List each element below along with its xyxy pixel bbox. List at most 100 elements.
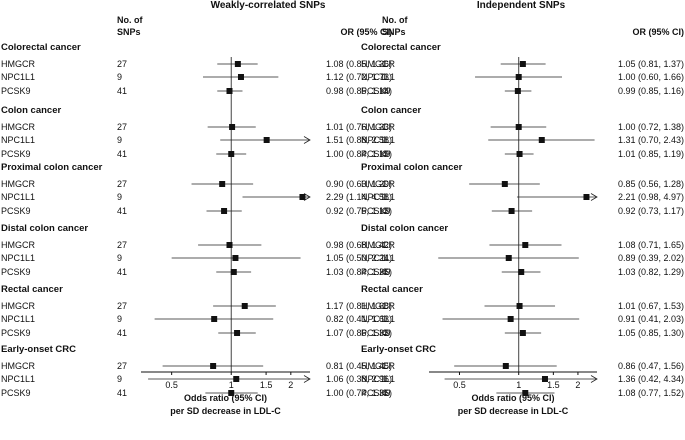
outcome-group-title: Colon cancer	[1, 105, 61, 116]
snp-count: 4	[382, 388, 387, 398]
point-estimate	[228, 390, 235, 396]
outcome-group-title: Distal colon cancer	[1, 223, 88, 234]
point-estimate	[219, 181, 226, 187]
gene-label: HMGCR	[361, 240, 395, 250]
or-ci-value: 0.98 (0.68, 1.42)	[326, 240, 392, 250]
snp-count: 1	[382, 301, 387, 311]
snp-count: 41	[117, 328, 127, 338]
gene-label: PCSK9	[1, 86, 31, 96]
gene-label: HMGCR	[361, 179, 395, 189]
point-estimate	[226, 242, 233, 248]
snp-count: 27	[117, 301, 127, 311]
snp-count: 9	[117, 135, 122, 145]
snp-count: 41	[117, 267, 127, 277]
gene-label: NPC1L1	[361, 253, 395, 263]
x-tick-label: 1.5	[547, 380, 560, 390]
gene-label: NPC1L1	[361, 374, 395, 384]
snp-count: 27	[117, 240, 127, 250]
outcome-group-title: Proximal colon cancer	[1, 162, 103, 173]
gene-label: NPC1L1	[361, 72, 395, 82]
point-estimate	[230, 269, 237, 275]
point-estimate	[237, 74, 244, 80]
ci-arrow-right	[303, 193, 311, 201]
x-tick-label: 0.5	[165, 380, 178, 390]
x-tick-label: 2	[575, 380, 580, 390]
gene-label: NPC1L1	[1, 72, 35, 82]
point-estimate	[210, 363, 217, 369]
point-estimate	[501, 181, 508, 187]
x-tick-label: 1	[229, 380, 234, 390]
or-ci-value: 1.08 (0.77, 1.52)	[618, 388, 684, 398]
or-ci-value: 1.08 (0.85, 1.36)	[326, 59, 392, 69]
panel-title: Weakly-correlated SNPs	[211, 0, 326, 11]
snp-count: 4	[382, 328, 387, 338]
gene-label: PCSK9	[1, 149, 31, 159]
gene-label: NPC1L1	[1, 253, 35, 263]
panel-title: Independent SNPs	[477, 0, 566, 11]
or-ci-value: 0.98 (0.85, 1.14)	[326, 86, 392, 96]
gene-label: PCSK9	[1, 267, 31, 277]
x-axis-label: Odds ratio (95% CI)	[471, 393, 554, 403]
ci-arrow-right	[590, 193, 598, 201]
gene-label: NPC1L1	[361, 192, 395, 202]
outcome-group-title: Rectal cancer	[1, 284, 63, 295]
snp-count: 27	[117, 59, 127, 69]
point-estimate	[508, 208, 515, 214]
point-estimate	[519, 330, 526, 336]
snp-count-header: No. of	[117, 15, 143, 25]
snp-count: 4	[382, 149, 387, 159]
gene-label: HMGCR	[1, 301, 35, 311]
point-estimate	[211, 316, 218, 322]
point-estimate	[514, 88, 521, 94]
snp-count: 1	[382, 374, 387, 384]
or-ci-header: OR (95% CI)	[632, 27, 684, 37]
or-ci-value: 1.01 (0.67, 1.53)	[618, 301, 684, 311]
snp-count: 1	[382, 72, 387, 82]
snp-count: 27	[117, 361, 127, 371]
outcome-group-title: Proximal colon cancer	[361, 162, 463, 173]
point-estimate	[241, 303, 248, 309]
gene-label: HMGCR	[1, 240, 35, 250]
or-ci-value: 1.05 (0.85, 1.30)	[618, 328, 684, 338]
or-ci-value: 0.81 (0.45, 1.45)	[326, 361, 392, 371]
point-estimate	[507, 316, 514, 322]
snp-count: 4	[382, 206, 387, 216]
gene-label: PCSK9	[1, 206, 31, 216]
or-ci-value: 1.03 (0.82, 1.29)	[618, 267, 684, 277]
or-ci-value: 0.91 (0.41, 2.03)	[618, 314, 684, 324]
gene-label: NPC1L1	[361, 314, 395, 324]
snp-count: 1	[382, 179, 387, 189]
x-axis-label: Odds ratio (95% CI)	[184, 393, 267, 403]
point-estimate	[518, 269, 525, 275]
point-estimate	[515, 74, 522, 80]
outcome-group-title: Colorectal cancer	[1, 42, 81, 53]
point-estimate	[541, 376, 548, 382]
snp-count: 1	[382, 240, 387, 250]
or-ci-value: 1.36 (0.42, 4.34)	[618, 374, 684, 384]
or-ci-value: 0.89 (0.39, 2.02)	[618, 253, 684, 263]
gene-label: PCSK9	[361, 206, 391, 216]
or-ci-value: 0.85 (0.56, 1.28)	[618, 179, 684, 189]
point-estimate	[516, 151, 523, 157]
gene-label: NPC1L1	[1, 314, 35, 324]
point-estimate	[519, 61, 526, 67]
gene-label: HMGCR	[361, 301, 395, 311]
outcome-group-title: Early-onset CRC	[1, 344, 76, 355]
point-estimate	[229, 124, 236, 130]
snp-count: 9	[117, 374, 122, 384]
or-ci-value: 1.00 (0.60, 1.66)	[618, 72, 684, 82]
or-ci-value: 1.00 (0.84, 1.19)	[326, 149, 392, 159]
point-estimate	[538, 137, 545, 143]
point-estimate	[505, 255, 512, 261]
gene-label: HMGCR	[361, 59, 395, 69]
gene-label: HMGCR	[1, 179, 35, 189]
snp-count: 27	[117, 122, 127, 132]
snp-count: 4	[382, 267, 387, 277]
gene-label: NPC1L1	[1, 374, 35, 384]
snp-count: 1	[382, 192, 387, 202]
snp-count: 1	[382, 314, 387, 324]
point-estimate	[226, 88, 233, 94]
outcome-group-title: Distal colon cancer	[361, 223, 448, 234]
gene-label: PCSK9	[1, 328, 31, 338]
